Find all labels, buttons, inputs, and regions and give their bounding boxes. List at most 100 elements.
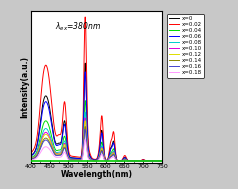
x=0.16 xyxy=(84,128,87,131)
x=0.08 xyxy=(84,118,87,121)
x=0.02 xyxy=(92,158,94,160)
x=0.16 xyxy=(84,133,87,135)
x=0 xyxy=(84,77,87,79)
x=0.12 xyxy=(92,159,94,162)
x=0.08 xyxy=(156,160,159,162)
x=0.14 xyxy=(84,125,87,128)
x=0.04 xyxy=(156,160,159,162)
X-axis label: Wavelength(nm): Wavelength(nm) xyxy=(60,170,132,179)
x=0.04 xyxy=(160,160,163,162)
x=0.10 xyxy=(150,160,153,162)
x=0.02 xyxy=(150,160,153,162)
Line: x=0.10: x=0.10 xyxy=(31,118,162,161)
Line: x=0.12: x=0.12 xyxy=(31,121,162,161)
x=0.18 xyxy=(84,138,87,141)
x=0.16 xyxy=(125,159,128,161)
Line: x=0: x=0 xyxy=(31,63,162,161)
x=0.14 xyxy=(86,145,89,148)
x=0.16 xyxy=(86,146,89,149)
x=0.02 xyxy=(30,152,32,154)
x=0.18 xyxy=(30,159,32,161)
x=0 xyxy=(30,154,32,157)
x=0 xyxy=(156,160,159,162)
x=0.12 xyxy=(150,160,153,162)
x=0.18 xyxy=(86,151,89,153)
Y-axis label: Intensity(a.u.): Intensity(a.u.) xyxy=(20,56,30,118)
x=0.18 xyxy=(84,142,87,144)
x=0 xyxy=(125,157,128,160)
x=0.08 xyxy=(30,157,32,160)
x=0.08 xyxy=(92,159,94,162)
x=0.04 xyxy=(84,99,87,102)
x=0.04 xyxy=(84,108,87,111)
x=0.10 xyxy=(84,117,87,119)
x=0.04 xyxy=(86,134,89,137)
Legend: x=0, x=0.02, x=0.04, x=0.06, x=0.08, x=0.10, x=0.12, x=0.14, x=0.16, x=0.18: x=0, x=0.02, x=0.04, x=0.06, x=0.08, x=0… xyxy=(167,14,204,77)
x=0.14 xyxy=(30,158,32,160)
x=0 xyxy=(86,118,89,121)
x=0.10 xyxy=(160,160,163,162)
x=0.10 xyxy=(84,123,87,125)
x=0.06 xyxy=(156,160,159,162)
x=0.06 xyxy=(92,159,94,161)
x=0.02 xyxy=(84,16,87,18)
x=0.06 xyxy=(160,160,163,162)
x=0.08 xyxy=(160,160,163,162)
x=0.08 xyxy=(125,159,128,161)
x=0.12 xyxy=(86,143,89,145)
x=0.18 xyxy=(150,160,153,162)
x=0.02 xyxy=(84,37,87,40)
x=0.06 xyxy=(84,84,87,86)
x=0.14 xyxy=(84,131,87,133)
Line: x=0.04: x=0.04 xyxy=(31,101,162,161)
x=0.08 xyxy=(86,139,89,141)
x=0.18 xyxy=(160,160,163,162)
x=0.08 xyxy=(150,160,153,162)
Line: x=0.18: x=0.18 xyxy=(31,139,162,161)
x=0.04 xyxy=(150,160,153,162)
x=0.12 xyxy=(84,120,87,122)
x=0.14 xyxy=(150,160,153,162)
x=0.12 xyxy=(84,126,87,128)
x=0 xyxy=(92,159,94,161)
Line: x=0.02: x=0.02 xyxy=(31,17,162,161)
x=0.10 xyxy=(30,158,32,160)
Line: x=0.08: x=0.08 xyxy=(31,112,162,161)
x=0 xyxy=(160,160,163,162)
x=0.06 xyxy=(125,158,128,160)
x=0.10 xyxy=(92,159,94,162)
Line: x=0.06: x=0.06 xyxy=(31,72,162,161)
x=0.18 xyxy=(92,160,94,162)
x=0.10 xyxy=(86,142,89,144)
x=0.08 xyxy=(84,111,87,113)
x=0.14 xyxy=(156,160,159,162)
Line: x=0.16: x=0.16 xyxy=(31,129,162,161)
x=0.16 xyxy=(150,160,153,162)
x=0.12 xyxy=(160,160,163,162)
x=0.06 xyxy=(86,122,89,124)
x=0.14 xyxy=(160,160,163,162)
x=0.18 xyxy=(156,160,159,162)
x=0.02 xyxy=(125,156,128,158)
x=0.06 xyxy=(84,71,87,73)
x=0.06 xyxy=(30,155,32,157)
x=0.04 xyxy=(92,159,94,161)
x=0.16 xyxy=(92,160,94,162)
x=0.02 xyxy=(160,160,163,162)
x=0.14 xyxy=(125,159,128,161)
x=0.12 xyxy=(30,158,32,160)
x=0.10 xyxy=(156,160,159,162)
x=0 xyxy=(150,160,153,162)
x=0 xyxy=(84,62,87,64)
x=0.16 xyxy=(30,158,32,160)
x=0.16 xyxy=(156,160,159,162)
x=0.04 xyxy=(30,156,32,159)
x=0.14 xyxy=(92,160,94,162)
x=0.02 xyxy=(156,160,159,162)
x=0.18 xyxy=(125,159,128,162)
x=0.16 xyxy=(160,160,163,162)
x=0.12 xyxy=(125,159,128,161)
x=0.12 xyxy=(156,160,159,162)
Text: $\lambda_{ex}$=380nm: $\lambda_{ex}$=380nm xyxy=(55,20,101,33)
x=0.10 xyxy=(125,159,128,161)
